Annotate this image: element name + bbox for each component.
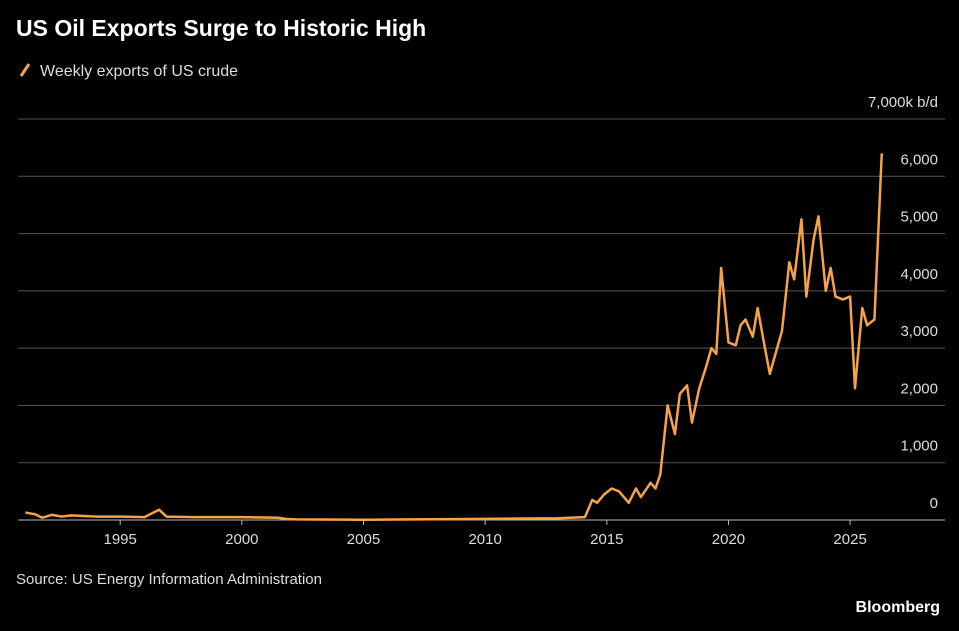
chart-title: US Oil Exports Surge to Historic High — [16, 15, 426, 41]
source: Source: US Energy Information Administra… — [16, 571, 322, 588]
y-tick-label: 5,000 — [900, 209, 938, 226]
y-tick-label: 0 — [930, 495, 938, 512]
x-tick-label: 1995 — [104, 531, 137, 548]
x-tick-label: 2025 — [833, 531, 866, 548]
y-tick-label: 3,000 — [900, 323, 938, 340]
x-tick-label: 2010 — [468, 531, 501, 548]
legend-label: Weekly exports of US crude — [40, 63, 238, 80]
data-line — [25, 153, 883, 521]
x-tick-label: 2020 — [712, 531, 745, 548]
brand: Bloomberg — [856, 599, 940, 616]
y-tick-label: 4,000 — [900, 266, 938, 283]
x-tick-label: 2015 — [590, 531, 623, 548]
y-tick-label: 2,000 — [900, 380, 938, 397]
y-tick-label: 6,000 — [900, 151, 938, 168]
x-tick-label: 2000 — [225, 531, 258, 548]
x-tick-label: 2005 — [347, 531, 380, 548]
legend-swatch — [19, 63, 31, 77]
y-tick-label: 7,000k b/d — [868, 94, 938, 111]
y-tick-label: 1,000 — [900, 438, 938, 455]
